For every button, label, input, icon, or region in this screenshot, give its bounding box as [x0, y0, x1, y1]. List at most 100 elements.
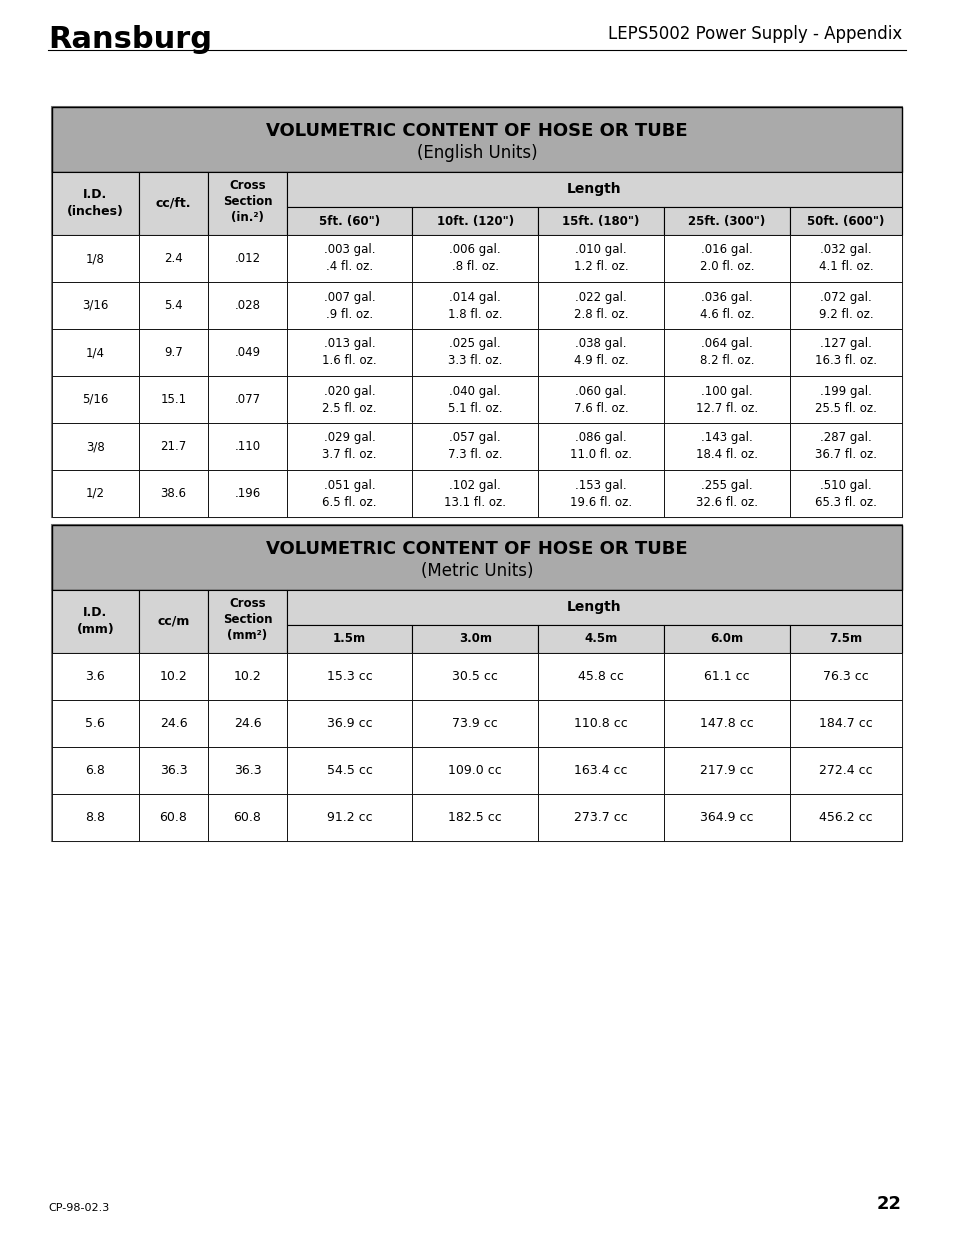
Text: 91.2 cc: 91.2 cc [326, 811, 372, 824]
Text: 10.2: 10.2 [233, 671, 261, 683]
Text: 25ft. (300"): 25ft. (300") [687, 215, 764, 227]
Bar [208, 282, 286, 329]
Text: 184.7 cc: 184.7 cc [819, 718, 872, 730]
Bar [286, 653, 412, 700]
Bar [286, 747, 412, 794]
Text: .016 gal.
2.0 fl. oz.: .016 gal. 2.0 fl. oz. [699, 243, 754, 273]
Bar [138, 700, 208, 747]
Text: Length: Length [566, 183, 621, 196]
Text: 60.8: 60.8 [159, 811, 188, 824]
Bar [286, 172, 901, 207]
Bar [412, 207, 537, 235]
Text: 36.3: 36.3 [159, 764, 187, 777]
Text: Cross
Section
(mm²): Cross Section (mm²) [222, 597, 272, 642]
Text: 109.0 cc: 109.0 cc [448, 764, 501, 777]
Bar [208, 471, 286, 517]
Bar [286, 794, 412, 841]
Bar [138, 424, 208, 471]
Text: 54.5 cc: 54.5 cc [326, 764, 372, 777]
Text: (Metric Units): (Metric Units) [420, 562, 533, 580]
Bar [138, 747, 208, 794]
Bar [412, 235, 537, 282]
Text: 6.8: 6.8 [86, 764, 105, 777]
Bar [789, 235, 901, 282]
Text: 9.7: 9.7 [164, 346, 183, 359]
Text: 364.9 cc: 364.9 cc [700, 811, 753, 824]
Bar [412, 282, 537, 329]
Text: 15ft. (180"): 15ft. (180") [562, 215, 639, 227]
Text: 10.2: 10.2 [159, 671, 187, 683]
Bar [412, 625, 537, 653]
Text: 3/8: 3/8 [86, 440, 105, 453]
Bar [412, 471, 537, 517]
Text: .127 gal.
16.3 fl. oz.: .127 gal. 16.3 fl. oz. [814, 337, 876, 368]
Text: 15.3 cc: 15.3 cc [326, 671, 372, 683]
Bar [208, 590, 286, 653]
Text: .051 gal.
6.5 fl. oz.: .051 gal. 6.5 fl. oz. [322, 478, 376, 509]
Text: Cross
Section
(in.²): Cross Section (in.²) [222, 179, 272, 224]
Text: 10ft. (120"): 10ft. (120") [436, 215, 514, 227]
Text: 163.4 cc: 163.4 cc [574, 764, 627, 777]
Text: 1.5m: 1.5m [333, 632, 366, 646]
Bar [663, 625, 789, 653]
Bar [208, 329, 286, 375]
Bar [663, 329, 789, 375]
Text: .038 gal.
4.9 fl. oz.: .038 gal. 4.9 fl. oz. [573, 337, 628, 368]
Bar [789, 207, 901, 235]
Text: .143 gal.
18.4 fl. oz.: .143 gal. 18.4 fl. oz. [695, 431, 757, 462]
Bar [789, 794, 901, 841]
Bar [537, 471, 663, 517]
Bar [52, 235, 138, 282]
Text: 1/4: 1/4 [86, 346, 105, 359]
Text: .064 gal.
8.2 fl. oz.: .064 gal. 8.2 fl. oz. [699, 337, 754, 368]
Text: 2.4: 2.4 [164, 252, 183, 266]
Bar [412, 747, 537, 794]
Bar [286, 700, 412, 747]
Bar [52, 653, 138, 700]
Text: .110: .110 [234, 440, 260, 453]
Bar [52, 525, 901, 841]
Text: .510 gal.
65.3 fl. oz.: .510 gal. 65.3 fl. oz. [814, 478, 876, 509]
Bar [663, 471, 789, 517]
Bar [789, 653, 901, 700]
Text: .040 gal.
5.1 fl. oz.: .040 gal. 5.1 fl. oz. [448, 384, 502, 415]
Text: 110.8 cc: 110.8 cc [574, 718, 627, 730]
Text: 5ft. (60"): 5ft. (60") [318, 215, 379, 227]
Text: 1/8: 1/8 [86, 252, 105, 266]
Bar [52, 329, 138, 375]
Text: .007 gal.
.9 fl. oz.: .007 gal. .9 fl. oz. [323, 290, 375, 321]
Text: VOLUMETRIC CONTENT OF HOSE OR TUBE: VOLUMETRIC CONTENT OF HOSE OR TUBE [266, 541, 687, 558]
Bar [537, 700, 663, 747]
Bar [537, 375, 663, 424]
Bar [286, 471, 412, 517]
Bar [138, 235, 208, 282]
Bar [537, 207, 663, 235]
Text: 45.8 cc: 45.8 cc [578, 671, 623, 683]
Text: 24.6: 24.6 [233, 718, 261, 730]
Bar [138, 794, 208, 841]
Text: 6.0m: 6.0m [710, 632, 742, 646]
Bar [412, 653, 537, 700]
Bar [286, 590, 901, 625]
Text: 73.9 cc: 73.9 cc [452, 718, 497, 730]
Bar [537, 794, 663, 841]
Text: 3.6: 3.6 [86, 671, 105, 683]
Text: .014 gal.
1.8 fl. oz.: .014 gal. 1.8 fl. oz. [448, 290, 502, 321]
Text: 5.6: 5.6 [86, 718, 105, 730]
Bar [663, 207, 789, 235]
Bar [412, 375, 537, 424]
Text: 38.6: 38.6 [160, 487, 187, 500]
Text: 5.4: 5.4 [164, 299, 183, 312]
Bar [412, 700, 537, 747]
Bar [138, 375, 208, 424]
Bar [663, 700, 789, 747]
Text: 61.1 cc: 61.1 cc [703, 671, 749, 683]
Bar [537, 625, 663, 653]
Text: (English Units): (English Units) [416, 144, 537, 163]
Bar [537, 282, 663, 329]
Text: .196: .196 [234, 487, 260, 500]
Bar [789, 375, 901, 424]
Bar [412, 329, 537, 375]
Text: .199 gal.
25.5 fl. oz.: .199 gal. 25.5 fl. oz. [814, 384, 876, 415]
Text: 50ft. (600"): 50ft. (600") [806, 215, 883, 227]
